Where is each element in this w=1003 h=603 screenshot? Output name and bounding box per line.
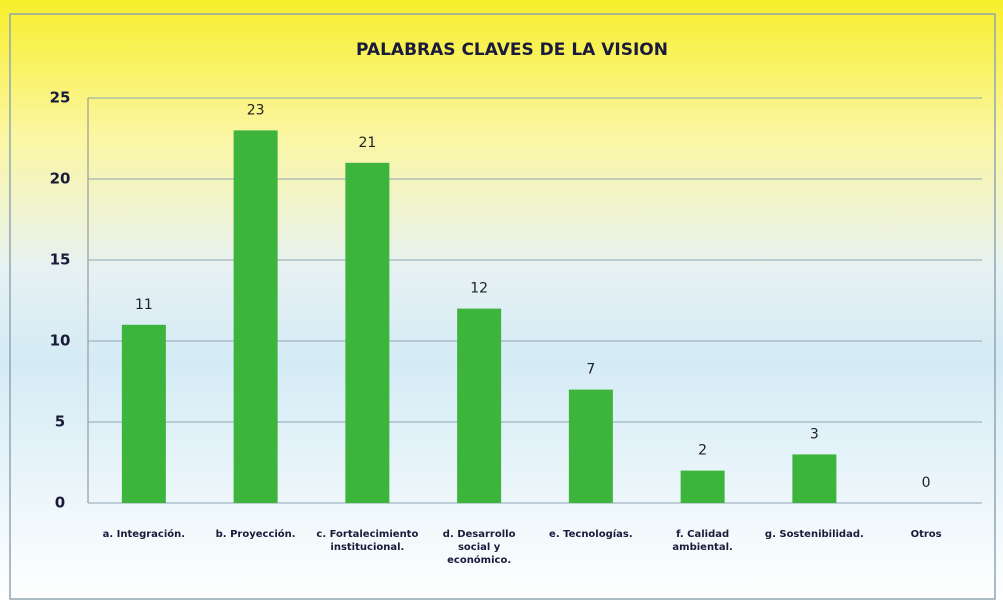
bar <box>792 454 837 503</box>
y-tick-label: 5 <box>55 413 65 431</box>
data-label: 11 <box>135 297 153 313</box>
x-tick-label: f. Calidad ambiental. <box>672 529 733 553</box>
x-tick-label: Otros <box>910 529 942 540</box>
data-label: 7 <box>586 362 595 378</box>
data-label: 23 <box>247 102 265 118</box>
x-tick-label: d. Desarrollo social y económico. <box>442 529 516 566</box>
bar <box>568 389 613 503</box>
bar <box>457 308 502 503</box>
data-label: 0 <box>922 475 931 491</box>
x-tick-label: b. Proyección. <box>215 529 296 540</box>
y-tick-label: 25 <box>50 89 71 107</box>
bar <box>121 324 166 503</box>
y-tick-label: 15 <box>50 251 71 269</box>
bar <box>233 130 278 503</box>
data-label: 3 <box>810 426 819 442</box>
x-tick-label: a. Integración. <box>102 529 186 540</box>
chart-title: PALABRAS CLAVES DE LA VISION <box>356 40 668 60</box>
y-tick-label: 0 <box>55 494 65 512</box>
bar <box>345 162 390 504</box>
bar <box>680 470 725 503</box>
y-tick-label: 20 <box>50 170 71 188</box>
y-tick-label: 10 <box>50 332 71 350</box>
x-tick-label: g. Sostenibilidad. <box>764 529 864 540</box>
data-label: 2 <box>698 443 707 459</box>
chart-border <box>9 13 996 600</box>
x-tick-label: c. Fortalecimiento institucional. <box>316 529 419 553</box>
x-tick-label: e. Tecnologías. <box>549 529 633 540</box>
data-label: 12 <box>470 281 488 297</box>
data-label: 21 <box>358 135 376 151</box>
